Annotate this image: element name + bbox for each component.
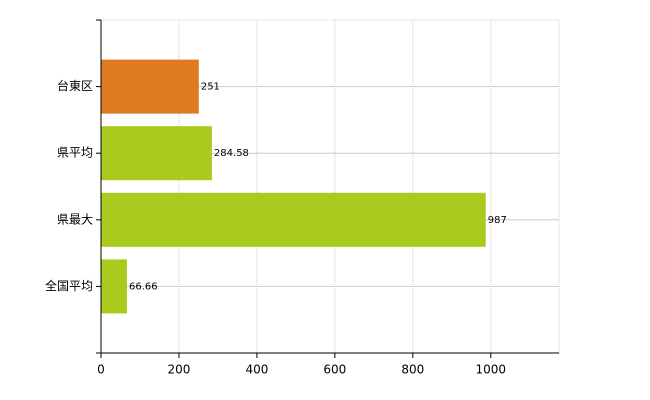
- y-tick-label: 全国平均: [45, 278, 93, 293]
- x-tick-label: 200: [168, 363, 191, 377]
- x-tick-label: 1000: [476, 363, 507, 377]
- value-label: 284.58: [214, 148, 249, 159]
- y-tick-label: 台東区: [57, 78, 93, 93]
- x-tick-label: 600: [323, 363, 346, 377]
- x-tick-label: 800: [401, 363, 424, 377]
- bar: [101, 126, 212, 181]
- x-tick-label: 0: [97, 363, 105, 377]
- value-label: 66.66: [129, 281, 158, 292]
- value-label: 251: [201, 82, 220, 93]
- bar: [101, 59, 199, 114]
- x-tick-label: 400: [245, 363, 268, 377]
- bar: [101, 259, 127, 314]
- value-label: 987: [488, 215, 507, 226]
- y-tick-label: 県最大: [57, 212, 93, 226]
- y-tick-label: 県平均: [57, 146, 93, 160]
- bar: [101, 192, 486, 247]
